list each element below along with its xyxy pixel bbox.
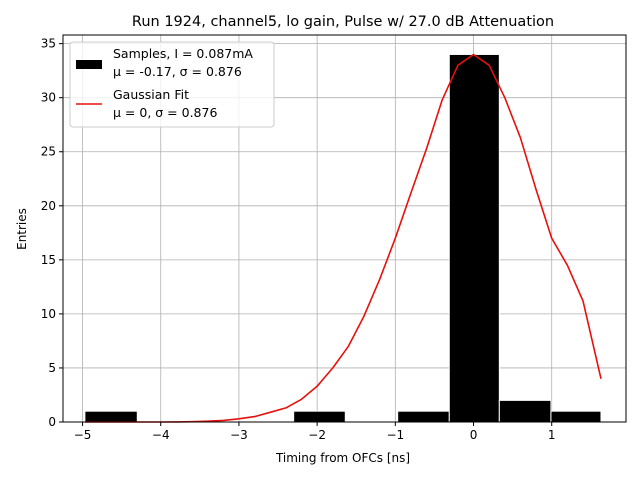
legend-label-samples-stats: μ = -0.17, σ = 0.876 [113, 64, 242, 79]
legend-label-samples: Samples, I = 0.087mA [113, 46, 253, 61]
legend-label-fit: Gaussian Fit [113, 87, 189, 102]
y-tick-label-6: 30 [41, 91, 56, 105]
histogram-bar-4 [498, 399, 552, 423]
y-tick-label-4: 20 [41, 199, 56, 213]
histogram-bar-0 [84, 410, 138, 423]
y-tick-label-2: 10 [41, 307, 56, 321]
histogram-bar-2 [397, 410, 450, 423]
y-axis-ticks: 0 5 10 15 20 25 30 35 [41, 37, 63, 429]
legend-label-fit-stats: μ = 0, σ = 0.876 [113, 105, 217, 120]
y-tick-label-1: 5 [48, 361, 56, 375]
y-tick-label-5: 25 [41, 145, 56, 159]
x-axis-label: Timing from OFCs [ns] [275, 451, 410, 465]
chart-title: Run 1924, channel5, lo gain, Pulse w/ 27… [132, 14, 554, 30]
x-tick-label-2: −3 [230, 428, 248, 442]
legend-box [69, 41, 275, 128]
x-tick-label-4: −1 [386, 428, 404, 442]
x-tick-label-1: −4 [152, 428, 170, 442]
histogram-bar-3 [448, 53, 500, 423]
x-tick-label-6: 1 [548, 428, 556, 442]
plot-frame [62, 34, 627, 423]
legend: Samples, I = 0.087mA μ = -0.17, σ = 0.87… [69, 41, 275, 128]
histogram-bars [84, 53, 602, 423]
legend-swatch-samples [76, 60, 102, 69]
histogram-bar-5 [550, 410, 602, 423]
x-tick-label-0: −5 [74, 428, 92, 442]
y-tick-label-7: 35 [41, 37, 56, 51]
y-tick-label-3: 15 [41, 253, 56, 267]
y-tick-label-0: 0 [48, 415, 56, 429]
x-tick-label-5: 0 [470, 428, 478, 442]
x-tick-label-3: −2 [308, 428, 326, 442]
histogram-bar-1 [293, 410, 346, 423]
y-axis-label: Entries [15, 208, 29, 250]
x-axis-ticks: −5 −4 −3 −2 −1 0 1 [74, 422, 556, 442]
